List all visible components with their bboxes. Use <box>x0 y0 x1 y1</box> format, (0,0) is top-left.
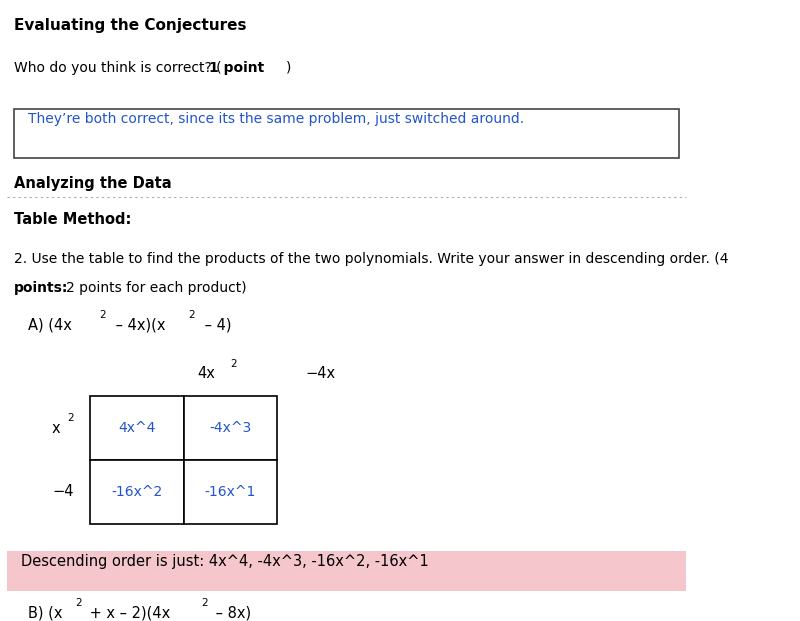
Text: – 4): – 4) <box>200 317 231 332</box>
Text: 2. Use the table to find the products of the two polynomials. Write your answer : 2. Use the table to find the products of… <box>14 252 728 266</box>
Text: 4x^4: 4x^4 <box>118 421 155 435</box>
Text: Analyzing the Data: Analyzing the Data <box>14 176 171 191</box>
Text: Table Method:: Table Method: <box>14 212 131 227</box>
Bar <box>184 396 278 460</box>
Text: A) (4x: A) (4x <box>28 317 71 332</box>
Bar <box>90 460 184 524</box>
Text: + x – 2)(4x: + x – 2)(4x <box>86 605 170 621</box>
Text: 1 point: 1 point <box>210 61 265 75</box>
FancyBboxPatch shape <box>14 109 679 158</box>
Text: -16x^1: -16x^1 <box>205 485 256 499</box>
Text: 2 points for each product): 2 points for each product) <box>66 281 246 295</box>
Text: points:: points: <box>14 281 68 295</box>
Text: 4x: 4x <box>198 366 215 381</box>
Text: ): ) <box>286 61 292 75</box>
Text: B) (x: B) (x <box>28 605 62 621</box>
Bar <box>184 460 278 524</box>
Text: – 4x)(x: – 4x)(x <box>111 317 166 332</box>
Text: −4: −4 <box>52 484 74 499</box>
Text: Evaluating the Conjectures: Evaluating the Conjectures <box>14 18 246 33</box>
Text: x: x <box>52 420 61 436</box>
Text: −4x: −4x <box>305 366 335 381</box>
Text: 2: 2 <box>75 599 82 609</box>
Text: 2: 2 <box>201 599 208 609</box>
Text: 2: 2 <box>67 414 74 424</box>
Text: – 8x): – 8x) <box>211 605 251 621</box>
Text: Descending order is just: 4x^4, -4x^3, -16x^2, -16x^1: Descending order is just: 4x^4, -4x^3, -… <box>21 554 429 569</box>
Bar <box>90 396 184 460</box>
Text: -4x^3: -4x^3 <box>210 421 251 435</box>
Text: 2: 2 <box>99 310 106 320</box>
Text: 2: 2 <box>230 359 237 369</box>
Text: 2: 2 <box>189 310 195 320</box>
Text: They’re both correct, since its the same problem, just switched around.: They’re both correct, since its the same… <box>28 112 524 126</box>
FancyBboxPatch shape <box>7 551 686 591</box>
Text: Who do you think is correct? (: Who do you think is correct? ( <box>14 61 222 75</box>
Text: -16x^2: -16x^2 <box>111 485 162 499</box>
